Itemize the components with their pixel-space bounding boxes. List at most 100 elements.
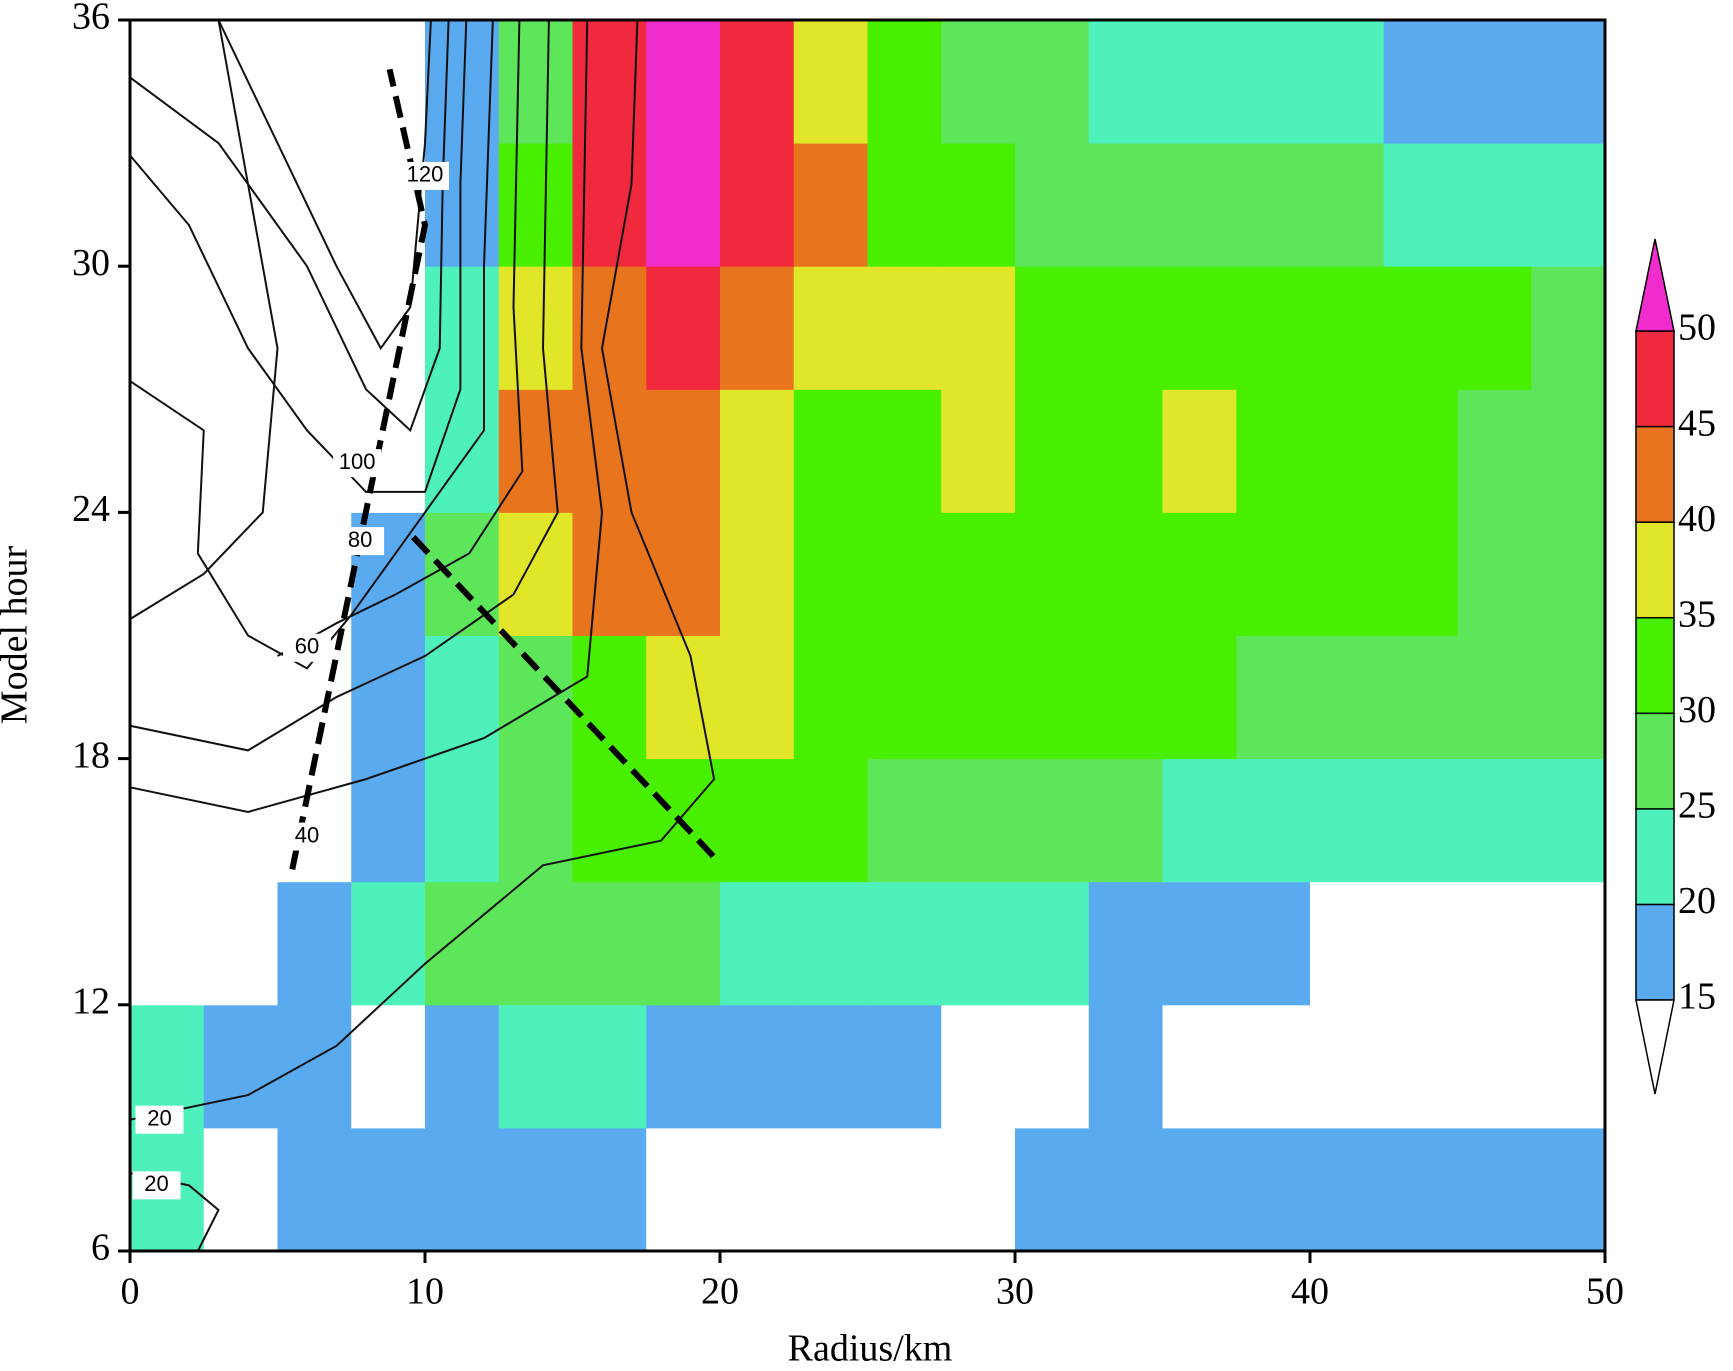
field-cell bbox=[572, 635, 647, 760]
field-cell bbox=[203, 881, 278, 1006]
field-cell bbox=[1310, 881, 1385, 1006]
field-cell bbox=[572, 512, 647, 636]
field-cell bbox=[130, 389, 205, 513]
field-cell bbox=[277, 881, 352, 1006]
colorbar-label: 35 bbox=[1678, 593, 1716, 635]
colorbar-box bbox=[1635, 903, 1675, 1001]
field-cell bbox=[1531, 758, 1606, 883]
field-cell bbox=[1162, 1127, 1237, 1252]
field-cell bbox=[793, 389, 868, 513]
field-cell bbox=[1457, 266, 1532, 390]
field-cell bbox=[1236, 635, 1311, 760]
field-cell bbox=[203, 512, 278, 636]
field-cell bbox=[1236, 1004, 1311, 1129]
field-cell bbox=[1531, 512, 1606, 636]
field-cell bbox=[1310, 1127, 1385, 1252]
field-cell bbox=[1531, 143, 1606, 267]
field-cell bbox=[867, 143, 942, 267]
field-cell bbox=[646, 20, 721, 144]
contour-label: 80 bbox=[348, 527, 372, 552]
field-cell bbox=[1383, 512, 1458, 636]
colorbar-label: 45 bbox=[1678, 402, 1716, 444]
field-cell bbox=[941, 758, 1016, 883]
field-cell bbox=[425, 1127, 500, 1252]
y-tick-label: 6 bbox=[91, 1227, 110, 1269]
field-cell bbox=[1531, 389, 1606, 513]
field-cell bbox=[1457, 635, 1532, 760]
field-cell bbox=[1088, 20, 1163, 144]
field-cell bbox=[1088, 143, 1163, 267]
contour-line bbox=[277, 19, 524, 657]
field-cell bbox=[1162, 1004, 1237, 1129]
field-cell bbox=[277, 266, 352, 390]
contour-label: 100 bbox=[339, 449, 376, 474]
field-cell bbox=[130, 143, 205, 267]
field-cell bbox=[1457, 758, 1532, 883]
field-cell bbox=[1015, 266, 1090, 390]
field-cell bbox=[867, 635, 942, 760]
field-cell bbox=[1236, 266, 1311, 390]
y-tick-label: 30 bbox=[72, 242, 110, 284]
field-cell bbox=[793, 266, 868, 390]
contour-label-bg bbox=[401, 161, 449, 190]
field-cell bbox=[1531, 881, 1606, 1006]
field-cell bbox=[425, 389, 500, 513]
field-cell bbox=[1310, 20, 1385, 144]
field-cell bbox=[1531, 1004, 1606, 1129]
dashed-line bbox=[411, 534, 717, 860]
field-cell bbox=[941, 1004, 1016, 1129]
field-cell bbox=[1088, 1127, 1163, 1252]
field-cell bbox=[203, 20, 278, 144]
field-cell bbox=[203, 143, 278, 267]
field-cell bbox=[1015, 512, 1090, 636]
field-cell bbox=[1457, 1004, 1532, 1129]
field-cell bbox=[793, 1004, 868, 1129]
contour-line bbox=[217, 19, 432, 351]
contour-label-bg bbox=[132, 1171, 181, 1200]
field-cell bbox=[1457, 512, 1532, 636]
field-cell bbox=[1015, 1127, 1090, 1252]
field-cell bbox=[1015, 635, 1090, 760]
field-cell bbox=[867, 1127, 942, 1252]
field-cell bbox=[1383, 635, 1458, 760]
field-cell bbox=[498, 266, 573, 390]
contour-label-bg bbox=[283, 822, 331, 851]
field-cell bbox=[498, 143, 573, 267]
field-cell bbox=[1383, 1004, 1458, 1129]
field-cell bbox=[1457, 143, 1532, 267]
field-cell bbox=[1310, 635, 1385, 760]
field-cell bbox=[130, 635, 205, 760]
field-cell bbox=[1310, 758, 1385, 883]
colorbar-label: 30 bbox=[1678, 689, 1716, 731]
field-cell bbox=[425, 635, 500, 760]
contour-line bbox=[129, 19, 604, 813]
field-cell bbox=[793, 512, 868, 636]
field-cell bbox=[1162, 20, 1237, 144]
field-cell bbox=[498, 635, 573, 760]
field-cell bbox=[1015, 758, 1090, 883]
contour-label-bg bbox=[283, 633, 331, 662]
field-cell bbox=[646, 1004, 721, 1129]
x-tick-label: 10 bbox=[406, 1271, 444, 1313]
field-cell bbox=[720, 758, 795, 883]
field-cell bbox=[277, 143, 352, 267]
field-cell bbox=[1088, 389, 1163, 513]
field-cell bbox=[720, 266, 795, 390]
field-cell bbox=[130, 758, 205, 883]
field-cell bbox=[277, 758, 352, 883]
field-cell bbox=[1015, 389, 1090, 513]
x-tick-label: 50 bbox=[1586, 1271, 1624, 1313]
field-cell bbox=[351, 635, 426, 760]
field-cell bbox=[1015, 1004, 1090, 1129]
field-cell bbox=[867, 1004, 942, 1129]
x-tick-label: 20 bbox=[701, 1271, 739, 1313]
field-cell bbox=[1162, 389, 1237, 513]
field-cell bbox=[203, 1004, 278, 1129]
contour-label-bg bbox=[336, 527, 385, 556]
field-cell bbox=[130, 512, 205, 636]
colorbar-label: 15 bbox=[1678, 976, 1716, 1018]
colorbar-over bbox=[1635, 238, 1675, 332]
field-cell bbox=[1162, 881, 1237, 1006]
field-cell bbox=[130, 881, 205, 1006]
contour-line bbox=[129, 19, 716, 1121]
